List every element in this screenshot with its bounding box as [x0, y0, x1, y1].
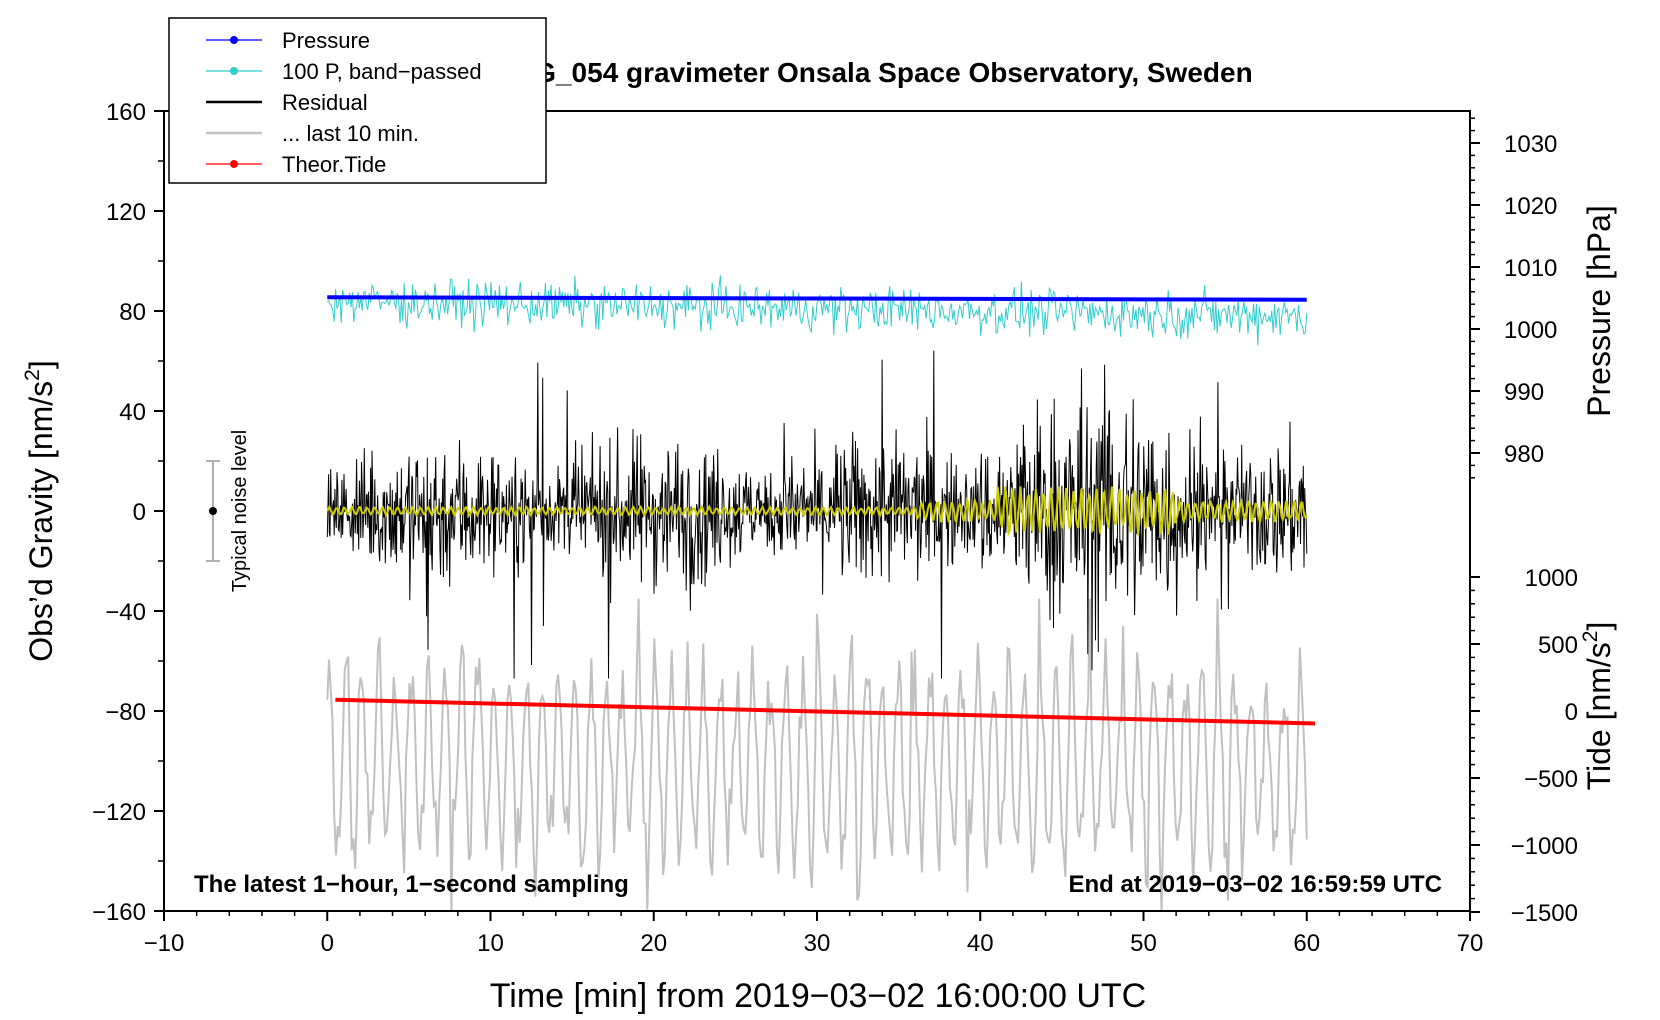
x-tick-label: 20: [640, 930, 667, 957]
series-pressure-bandpassed: [326, 275, 1308, 346]
legend-label: Residual: [282, 90, 368, 115]
series-theor-tide: [335, 697, 1315, 726]
series-residual: [326, 350, 1308, 679]
series-last-10-min: [326, 598, 1308, 912]
y-tick-label: −40: [105, 599, 146, 626]
tide-tick-label: 1000: [1525, 565, 1578, 592]
y-tick-label: 40: [119, 399, 146, 426]
y-tick-label: −160: [92, 899, 146, 926]
chart-title: SCG_054 gravimeter Onsala Space Observat…: [495, 57, 1252, 88]
pressure-tick-label: 980: [1504, 441, 1544, 468]
y-axis-pressure: 1030 1020 1010 1000 990 980: [1470, 117, 1557, 479]
x-tick-label: −10: [144, 930, 185, 957]
pressure-tick-label: 1020: [1504, 193, 1557, 220]
pressure-tick-label: 1000: [1504, 317, 1557, 344]
y-tick-label: −120: [92, 799, 146, 826]
legend-label: Pressure: [282, 28, 370, 53]
legend: Pressure 100 P, band−passed Residual ... la…: [168, 17, 547, 184]
y-tick-label: 160: [106, 99, 146, 126]
series-layer: [326, 275, 1315, 912]
tide-tick-label: 500: [1538, 632, 1578, 659]
legend-label: Theor.Tide: [282, 152, 386, 177]
x-tick-label: 60: [1293, 930, 1320, 957]
noise-level-label: Typical noise level: [229, 430, 251, 592]
x-tick-label: 50: [1130, 930, 1157, 957]
noise-level-indicator: [205, 460, 220, 562]
y-tick-label: 120: [106, 199, 146, 226]
x-axis: −10 0 10 20 30 40 50 60 70: [144, 911, 1484, 957]
y-tick-label: 0: [133, 499, 146, 526]
series-pressure: [327, 295, 1307, 302]
y-axis-left: 160 120 80 40 0 −40 −80 −120 −160: [92, 99, 164, 926]
y-axis-label-left-sup: 2: [21, 369, 44, 381]
legend-label: 100 P, band−passed: [282, 59, 482, 84]
tide-tick-label: −1500: [1511, 900, 1578, 927]
legend-marker: [230, 67, 238, 75]
series-residual-filtered: [326, 486, 1308, 537]
pressure-tick-label: 990: [1504, 379, 1544, 406]
legend-marker: [230, 160, 238, 168]
y-axis-label-pressure: Pressure [hPa]: [1581, 205, 1617, 417]
y-axis-tide: 1000 500 0 −500 −1000 −1500: [1470, 565, 1578, 927]
x-tick-label: 30: [804, 930, 831, 957]
noise-bar-center: [208, 507, 217, 515]
pressure-tick-label: 1010: [1504, 255, 1557, 282]
y-axis-label-left: Obs’d Gravity [nm/s2]: [21, 360, 59, 662]
tide-tick-label: −1000: [1511, 833, 1578, 860]
annotation-sampling: The latest 1−hour, 1−second sampling: [194, 871, 629, 898]
x-tick-label: 10: [477, 930, 504, 957]
y-axis-label-tide: Tide [nm/s2]: [1579, 622, 1617, 791]
x-axis-label: Time [min] from 2019−03−02 16:00:00 UTC: [490, 977, 1146, 1015]
tide-tick-label: 0: [1565, 699, 1578, 726]
legend-marker: [230, 36, 238, 44]
x-tick-label: 40: [967, 930, 994, 957]
y-tick-label: −80: [105, 699, 146, 726]
pressure-tick-label: 1030: [1504, 131, 1557, 158]
x-tick-label: 70: [1457, 930, 1484, 957]
legend-label: ... last 10 min.: [282, 121, 419, 146]
annotation-end-time: End at 2019−03−02 16:59:59 UTC: [1068, 871, 1442, 898]
legend-box: [168, 17, 547, 184]
x-tick-label: 0: [321, 930, 334, 957]
y-tick-label: 80: [119, 299, 146, 326]
tide-tick-label: −500: [1524, 766, 1578, 793]
y-axis-label-tide-sup: 2: [1579, 631, 1602, 643]
